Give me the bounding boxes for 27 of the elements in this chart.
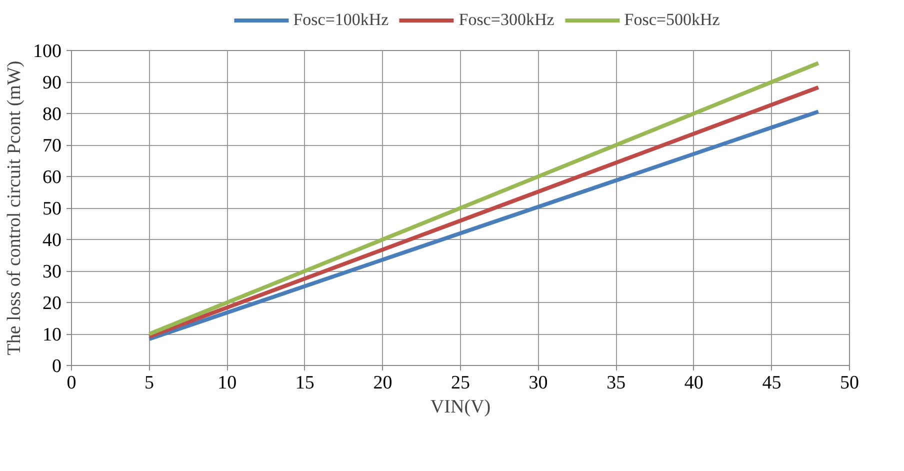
x-tick-label: 20 xyxy=(373,372,392,394)
x-tick-label: 25 xyxy=(451,372,470,394)
y-tick-label: 80 xyxy=(42,104,62,125)
x-tick-label: 50 xyxy=(840,372,859,394)
x-tick-label: 40 xyxy=(684,372,704,394)
y-tick-label: 10 xyxy=(42,324,62,346)
x-tick-label: 35 xyxy=(606,372,626,394)
y-tick-label: 60 xyxy=(42,167,62,188)
legend-label: Fosc=100kHz xyxy=(293,10,389,30)
x-tick-label: 30 xyxy=(528,372,548,394)
x-tick-label: 10 xyxy=(218,372,237,394)
x-tick-label: 0 xyxy=(66,372,76,394)
y-tick-label: 50 xyxy=(42,198,62,220)
x-tick-label: 5 xyxy=(144,372,154,394)
x-tick-label: 15 xyxy=(295,372,314,394)
y-tick-label: 20 xyxy=(42,293,62,314)
y-tick-label: 90 xyxy=(42,72,62,94)
y-tick-label: 0 xyxy=(52,356,62,377)
y-tick-label: 30 xyxy=(42,262,62,282)
y-tick-label: 100 xyxy=(33,41,62,62)
y-tick-label: 40 xyxy=(42,230,62,251)
legend-label: Fosc=500kHz xyxy=(624,10,720,30)
legend-label: Fosc=300kHz xyxy=(458,10,554,30)
x-tick-label: 45 xyxy=(762,372,782,394)
y-axis-title: The loss of control circuit Pcont (mW) xyxy=(4,60,25,356)
y-tick-label: 70 xyxy=(42,136,62,156)
x-axis-title: VIN(V) xyxy=(430,396,491,418)
